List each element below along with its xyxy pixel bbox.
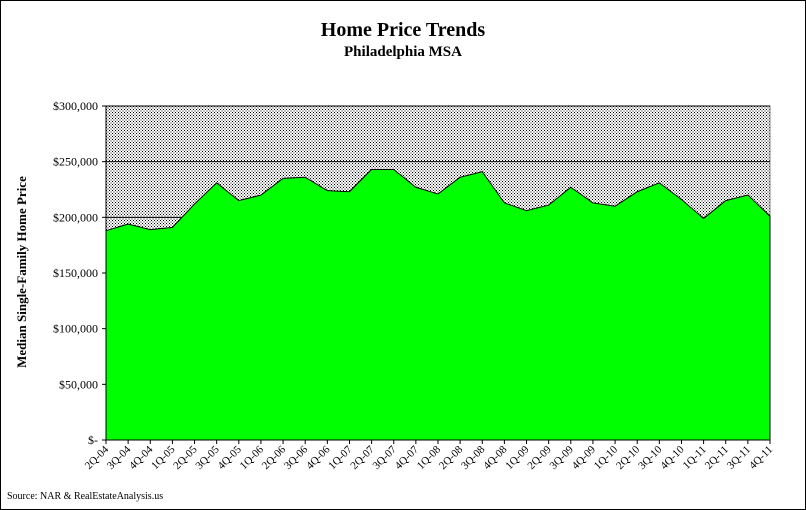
x-tick-label: 2Q-10	[614, 443, 643, 472]
y-tick-label: $100,000	[53, 322, 98, 336]
x-tick-label: 2Q-08	[437, 443, 466, 472]
chart-subtitle: Philadelphia MSA	[344, 44, 462, 60]
source-note: Source: NAR & RealEstateAnalysis.us	[7, 491, 164, 502]
y-tick-label: $300,000	[53, 99, 98, 113]
x-tick-label: 4Q-10	[658, 443, 687, 472]
x-tick-label: 3Q-06	[282, 443, 311, 472]
x-tick-label: 2Q-07	[348, 443, 377, 472]
y-tick-label: $250,000	[53, 155, 98, 169]
y-tick-label: $50,000	[59, 377, 98, 391]
x-tick-label: 1Q-05	[149, 443, 178, 472]
x-tick-label: 1Q-06	[238, 443, 267, 472]
x-tick-label: 3Q-04	[105, 443, 134, 472]
x-tick-label: 3Q-08	[459, 443, 488, 472]
y-tick-label: $-	[88, 433, 98, 447]
x-tick-label: 3Q-09	[548, 443, 577, 472]
x-tick-label: 4Q-06	[304, 443, 333, 472]
x-tick-label: 4Q-05	[216, 443, 245, 472]
x-tick-label: 1Q-10	[592, 443, 621, 472]
x-axis-ticks: 2Q-043Q-044Q-041Q-052Q-053Q-054Q-051Q-06…	[83, 440, 775, 472]
x-tick-label: 2Q-11	[703, 444, 731, 472]
x-tick-label: 4Q-08	[481, 443, 510, 472]
x-tick-label: 4Q-07	[393, 443, 422, 472]
y-axis-ticks: $- $50,000 $100,000 $150,000 $200,000 $250,00…	[53, 99, 106, 447]
y-axis-label: Median Single-Family Home Price	[14, 176, 29, 368]
x-tick-label: 1Q-08	[415, 443, 444, 472]
x-tick-label: 3Q-10	[636, 443, 665, 472]
x-tick-label: 2Q-04	[83, 443, 112, 472]
x-tick-label: 1Q-07	[326, 443, 355, 472]
area-series	[105, 168, 771, 441]
x-tick-label: 4Q-11	[747, 444, 775, 472]
x-tick-label: 3Q-11	[725, 444, 753, 472]
y-tick-label: $200,000	[53, 210, 98, 224]
x-tick-label: 3Q-07	[370, 443, 399, 472]
chart-title: Home Price Trends	[320, 19, 486, 41]
x-tick-label: 2Q-09	[525, 443, 554, 472]
x-tick-label: 4Q-09	[570, 443, 599, 472]
x-tick-label: 2Q-06	[260, 443, 289, 472]
x-tick-label: 3Q-05	[193, 443, 222, 472]
y-tick-label: $150,000	[53, 266, 98, 280]
x-tick-label: 4Q-04	[127, 443, 156, 472]
x-tick-label: 1Q-11	[681, 444, 709, 472]
x-tick-label: 1Q-09	[503, 443, 532, 472]
x-tick-label: 2Q-05	[171, 443, 200, 472]
